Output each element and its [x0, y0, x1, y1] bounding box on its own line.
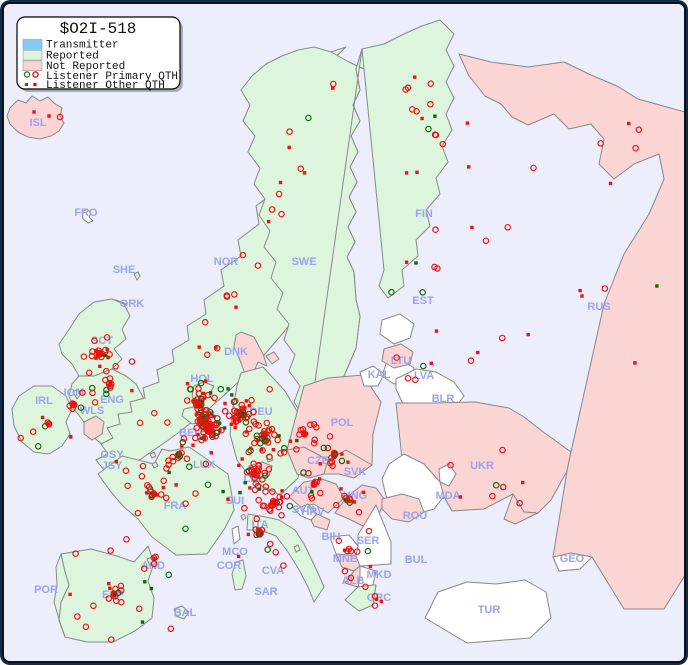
- svg-text:CZE: CZE: [307, 455, 329, 467]
- svg-text:GRC: GRC: [367, 592, 392, 604]
- svg-text:NOR: NOR: [214, 256, 239, 268]
- svg-text:RUS: RUS: [587, 301, 610, 313]
- svg-text:KAL: KAL: [368, 369, 391, 381]
- svg-text:BIH: BIH: [322, 531, 341, 543]
- svg-text:BLR: BLR: [432, 393, 455, 405]
- svg-text:COR: COR: [217, 560, 242, 572]
- svg-text:UKR: UKR: [470, 460, 494, 472]
- svg-text:HRV: HRV: [301, 506, 325, 518]
- svg-text:EST: EST: [412, 295, 434, 307]
- svg-text:SVK: SVK: [344, 466, 367, 478]
- svg-text:SHE: SHE: [113, 264, 136, 276]
- svg-text:POL: POL: [331, 417, 354, 429]
- svg-text:SER: SER: [357, 535, 380, 547]
- svg-text:ORK: ORK: [120, 298, 145, 310]
- svg-text:JSY: JSY: [102, 460, 123, 472]
- svg-text:BUL: BUL: [405, 554, 428, 566]
- svg-text:TUR: TUR: [478, 604, 501, 616]
- svg-text:Listener Other QTH: Listener Other QTH: [46, 80, 165, 92]
- svg-text:FIN: FIN: [415, 208, 433, 220]
- svg-text:MCO: MCO: [222, 546, 248, 558]
- svg-text:SWE: SWE: [291, 256, 316, 268]
- svg-text:POR: POR: [34, 584, 58, 596]
- svg-text:LUX: LUX: [193, 459, 216, 471]
- svg-text:MDA: MDA: [435, 490, 460, 502]
- svg-text:BAL: BAL: [174, 607, 197, 619]
- svg-text:IOM: IOM: [64, 387, 85, 399]
- svg-text:MNE: MNE: [333, 553, 357, 565]
- svg-text:MKD: MKD: [366, 569, 391, 581]
- svg-text:HOL: HOL: [190, 373, 214, 385]
- svg-text:ISL: ISL: [29, 117, 46, 129]
- svg-text:$O2I-518: $O2I-518: [60, 20, 137, 38]
- svg-text:IRL: IRL: [35, 395, 53, 407]
- svg-text:LVA: LVA: [414, 370, 434, 382]
- svg-text:DEU: DEU: [249, 406, 272, 418]
- svg-text:DNK: DNK: [224, 346, 248, 358]
- svg-text:SAR: SAR: [254, 586, 277, 598]
- svg-text:FRO: FRO: [74, 207, 98, 219]
- svg-text:ROU: ROU: [403, 510, 428, 522]
- svg-text:GEO: GEO: [560, 553, 585, 565]
